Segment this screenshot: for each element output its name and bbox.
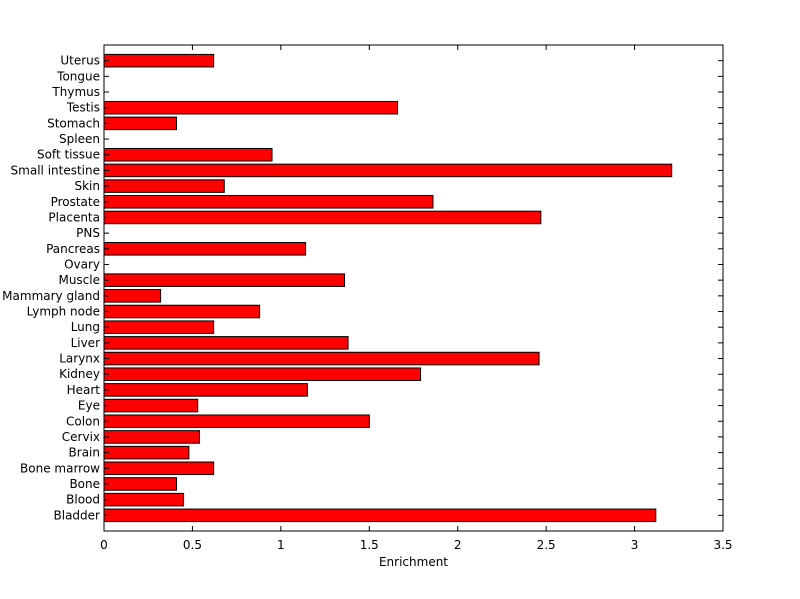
x-tick-label: 0.5 — [183, 538, 202, 552]
plot-frame — [103, 44, 724, 532]
y-tick-label: Colon — [66, 414, 100, 428]
y-tick-label: Kidney — [59, 367, 100, 381]
bar — [103, 304, 261, 319]
x-tick-label: 1 — [277, 538, 285, 552]
bar — [103, 100, 399, 115]
y-tick-label: Pancreas — [46, 242, 100, 256]
bar — [103, 195, 434, 209]
x-tick-label: 0 — [100, 538, 108, 552]
y-tick-label: Small intestine — [11, 163, 100, 177]
bar — [103, 367, 422, 381]
bar — [103, 53, 215, 68]
x-tick-label: 3.5 — [713, 538, 732, 552]
bar — [103, 147, 273, 162]
y-tick-label: Prostate — [51, 195, 100, 209]
y-tick-label: Skin — [74, 179, 100, 193]
y-tick-label: Testis — [66, 101, 100, 115]
bar — [103, 430, 201, 444]
y-tick-label: Thymus — [51, 85, 100, 99]
bar — [103, 508, 657, 523]
bar — [103, 383, 308, 397]
bar — [103, 163, 673, 178]
bar — [103, 414, 370, 429]
y-tick-label: Placenta — [48, 210, 100, 224]
y-tick-label: Bladder — [54, 508, 101, 522]
y-tick-label: Ovary — [64, 257, 100, 271]
y-tick-label: Soft tissue — [37, 148, 100, 162]
x-tick-label: 2.5 — [537, 538, 556, 552]
y-tick-label: Bone marrow — [20, 461, 100, 475]
x-tick-label: 2 — [454, 538, 462, 552]
x-axis-title: Enrichment — [379, 555, 448, 569]
y-tick-label: Uterus — [60, 54, 100, 68]
y-tick-label: PNS — [76, 226, 100, 240]
x-tick-label: 3 — [631, 538, 639, 552]
y-tick-label: Stomach — [47, 116, 100, 130]
plot-area — [104, 45, 723, 531]
y-tick-label: Blood — [66, 493, 100, 507]
y-tick-label: Mammary gland — [2, 289, 100, 303]
y-tick-label: Heart — [67, 383, 101, 397]
bar — [103, 242, 307, 256]
y-tick-label: Brain — [69, 446, 100, 460]
y-tick-label: Tongue — [56, 69, 100, 83]
bar — [103, 351, 540, 366]
y-tick-label: Spleen — [59, 132, 100, 146]
x-tick-label: 1.5 — [360, 538, 379, 552]
x-axis-ticks: 0 0.5 1 1.5 2 2.5 3 3.5 — [100, 45, 733, 552]
bar — [103, 273, 346, 287]
bar — [103, 289, 162, 303]
y-tick-label: Bone — [69, 477, 100, 491]
bar — [103, 210, 542, 225]
bar — [103, 336, 349, 350]
y-tick-label: Lymph node — [27, 305, 100, 319]
y-tick-label: Larynx — [59, 352, 100, 366]
y-tick-label: Lung — [71, 320, 100, 334]
bar — [103, 461, 215, 476]
bar — [103, 492, 185, 507]
y-tick-label: Liver — [71, 336, 101, 350]
bar — [103, 179, 225, 193]
bar — [103, 320, 215, 334]
y-tick-label: Eye — [78, 399, 100, 413]
bar — [103, 445, 190, 460]
y-tick-label: Muscle — [58, 273, 100, 287]
bar — [103, 116, 178, 131]
bar — [103, 398, 199, 413]
bar — [103, 477, 178, 491]
y-tick-label: Cervix — [62, 430, 100, 444]
